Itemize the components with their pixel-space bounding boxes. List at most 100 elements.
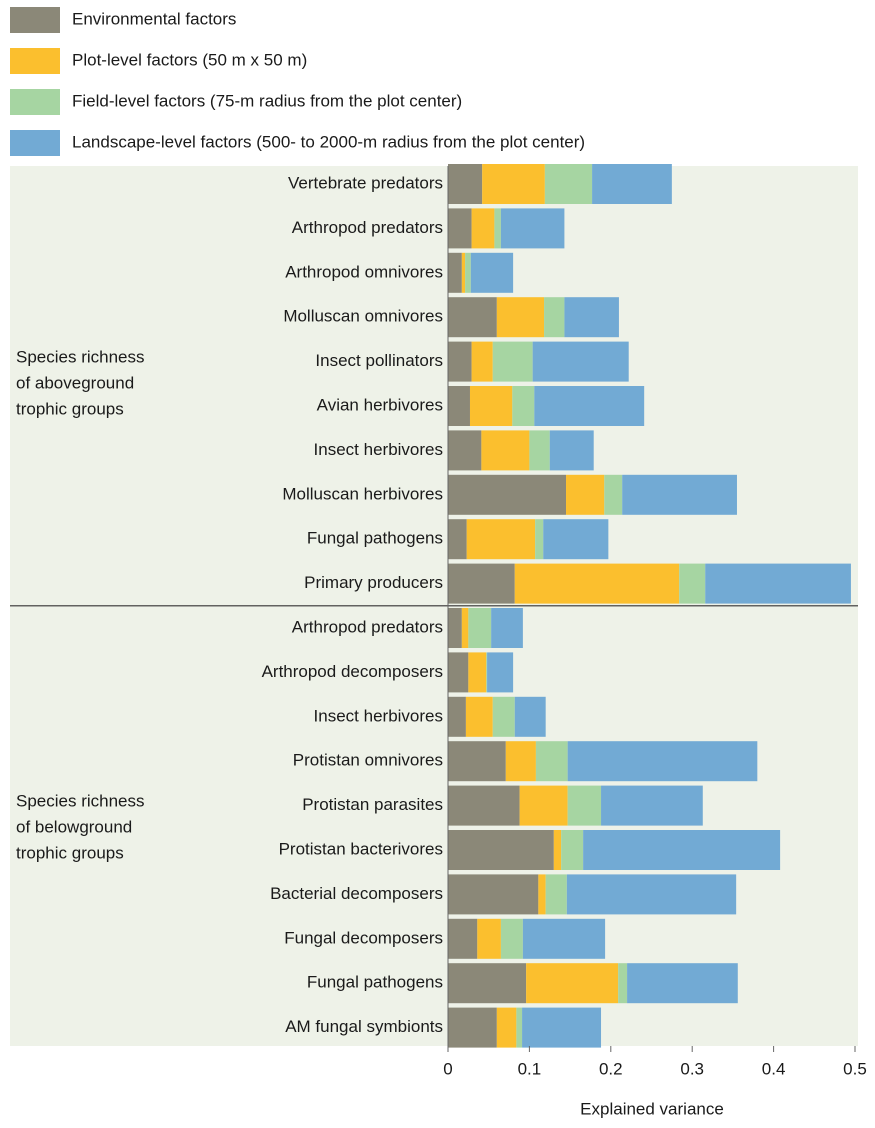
legend-swatch: [10, 89, 60, 115]
bar-segment: [543, 519, 609, 560]
bar-segment: [534, 386, 645, 426]
y-tick-label: Vertebrate predators: [288, 173, 443, 192]
bar-segment: [448, 341, 472, 382]
x-tick-label: 0.3: [680, 1059, 704, 1078]
bar-segment: [529, 430, 550, 471]
bar-segment: [567, 741, 758, 782]
bar-segment: [471, 208, 495, 249]
bar-segment: [487, 652, 514, 693]
bar-segment: [561, 830, 584, 870]
x-axis-title: Explained variance: [580, 1099, 724, 1118]
bar-segment: [466, 519, 536, 560]
bar-segment: [564, 297, 619, 338]
bar-segment: [622, 474, 737, 515]
bar-segment: [448, 474, 567, 515]
bar-segment: [461, 608, 469, 648]
bar-segment: [465, 252, 471, 293]
bar-segment: [492, 341, 533, 382]
bar-segment: [448, 252, 462, 293]
bar-segment: [468, 652, 487, 693]
bar-segment: [482, 164, 545, 204]
legend-swatch: [10, 7, 60, 33]
bar-segment: [448, 696, 466, 737]
bar-segment: [448, 297, 497, 338]
legend-label: Plot-level factors (50 m x 50 m): [72, 50, 307, 69]
bar-segment: [448, 164, 483, 204]
bar-segment: [448, 1007, 497, 1048]
bar-segment: [461, 252, 466, 293]
y-tick-label: Fungal decomposers: [284, 928, 443, 947]
legend-swatch: [10, 48, 60, 74]
bar-segment: [448, 785, 520, 826]
bar-segment: [486, 652, 488, 693]
bar-segment: [679, 563, 706, 604]
bar-segment: [538, 874, 546, 915]
bar-segment: [448, 963, 527, 1004]
bar-segment: [627, 963, 738, 1004]
y-tick-label: Insect herbivores: [314, 440, 443, 459]
bar-segment: [583, 830, 781, 870]
bar-segment: [522, 1007, 602, 1048]
y-tick-label: Arthropod decomposers: [262, 662, 443, 681]
bar-segment: [566, 874, 737, 915]
y-tick-label: Protistan bacterivores: [279, 839, 443, 858]
bar-segment: [448, 830, 554, 870]
group-label: Species richness: [16, 791, 145, 810]
bar-segment: [448, 918, 478, 959]
bar-segment: [448, 874, 539, 915]
bar-segment: [514, 696, 546, 737]
bar-segment: [544, 297, 565, 338]
bar-segment: [448, 386, 470, 426]
bar-segment: [618, 963, 628, 1004]
bar-segment: [500, 208, 565, 249]
y-tick-label: Protistan omnivores: [293, 751, 443, 770]
x-tick-label: 0.4: [762, 1059, 786, 1078]
bar-segment: [448, 430, 482, 471]
bar-segment: [496, 1007, 517, 1048]
bar-segment: [471, 341, 493, 382]
group-label: Species richness: [16, 347, 145, 366]
bar-segment: [519, 785, 568, 826]
bar-segment: [601, 785, 703, 826]
bar-segment: [448, 608, 462, 648]
bar-segment: [469, 386, 513, 426]
bar-segment: [481, 430, 530, 471]
bar-segment: [500, 918, 523, 959]
y-tick-label: Molluscan omnivores: [283, 307, 443, 326]
y-tick-label: Bacterial decomposers: [270, 884, 443, 903]
legend-swatch: [10, 130, 60, 156]
bar-segment: [448, 652, 469, 693]
bar-segment: [477, 918, 501, 959]
group-label: of belowground: [16, 817, 132, 836]
bar-segment: [448, 741, 506, 782]
bar-segment: [567, 785, 602, 826]
y-tick-label: Arthropod predators: [292, 617, 443, 636]
y-tick-label: Insect pollinators: [315, 351, 443, 370]
bar-segment: [544, 164, 593, 204]
bar-segment: [535, 741, 568, 782]
y-tick-label: Molluscan herbivores: [282, 484, 443, 503]
bar-segment: [492, 696, 515, 737]
y-tick-label: AM fungal symbionts: [285, 1017, 443, 1036]
x-tick-label: 0.5: [843, 1059, 867, 1078]
x-tick-label: 0.2: [599, 1059, 623, 1078]
y-tick-label: Fungal pathogens: [307, 973, 443, 992]
bar-segment: [512, 386, 535, 426]
bar-segment: [516, 1007, 523, 1048]
bar-segment: [494, 208, 501, 249]
legend-label: Environmental factors: [72, 9, 236, 28]
y-tick-label: Avian herbivores: [317, 395, 443, 414]
bar-segment: [448, 208, 472, 249]
bar-segment: [566, 474, 605, 515]
bar-segment: [535, 519, 544, 560]
bar-segment: [705, 563, 851, 604]
bar-segment: [505, 741, 536, 782]
y-tick-label: Fungal pathogens: [307, 529, 443, 548]
bar-segment: [448, 519, 467, 560]
bar-segment: [522, 918, 606, 959]
y-tick-label: Protistan parasites: [302, 795, 443, 814]
y-tick-label: Arthropod omnivores: [285, 262, 443, 281]
bar-segment: [532, 341, 629, 382]
bar-segment: [592, 164, 672, 204]
y-tick-label: Insect herbivores: [314, 706, 443, 725]
